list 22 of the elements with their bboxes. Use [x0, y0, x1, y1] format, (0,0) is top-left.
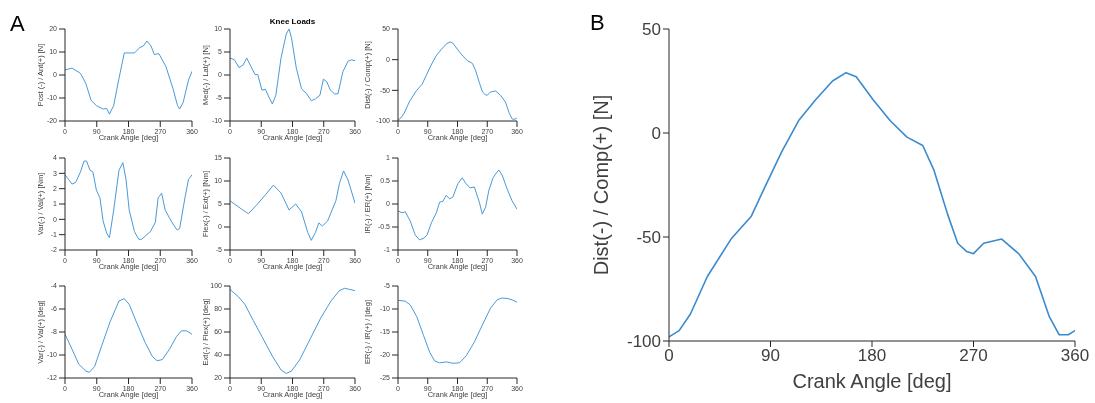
line-series	[65, 40, 192, 115]
line-series	[230, 29, 355, 105]
line-series	[65, 160, 192, 240]
line-series	[230, 287, 355, 374]
y-tick-label: 50	[642, 20, 661, 40]
x-tick-label: 0	[664, 346, 674, 366]
y-tick-label: -100	[626, 332, 661, 352]
text: B	[590, 10, 605, 35]
line-series	[398, 297, 517, 364]
line-series	[230, 170, 355, 241]
chart-title: Knee Loads	[268, 17, 317, 26]
x-axis-title: Crank Angle [deg]	[791, 370, 953, 392]
x-tick-label: 270	[959, 346, 988, 366]
line-series	[398, 169, 517, 241]
y-tick-label: -50	[636, 228, 661, 248]
text: A	[10, 11, 25, 36]
y-axis-title: Dist(-) / Comp(+) [N]	[590, 94, 612, 276]
line-series	[65, 298, 192, 373]
line-series	[669, 71, 1075, 338]
x-tick-label: 360	[1060, 346, 1090, 366]
x-tick-label: 180	[857, 346, 887, 366]
x-tick-label: 90	[761, 346, 780, 366]
